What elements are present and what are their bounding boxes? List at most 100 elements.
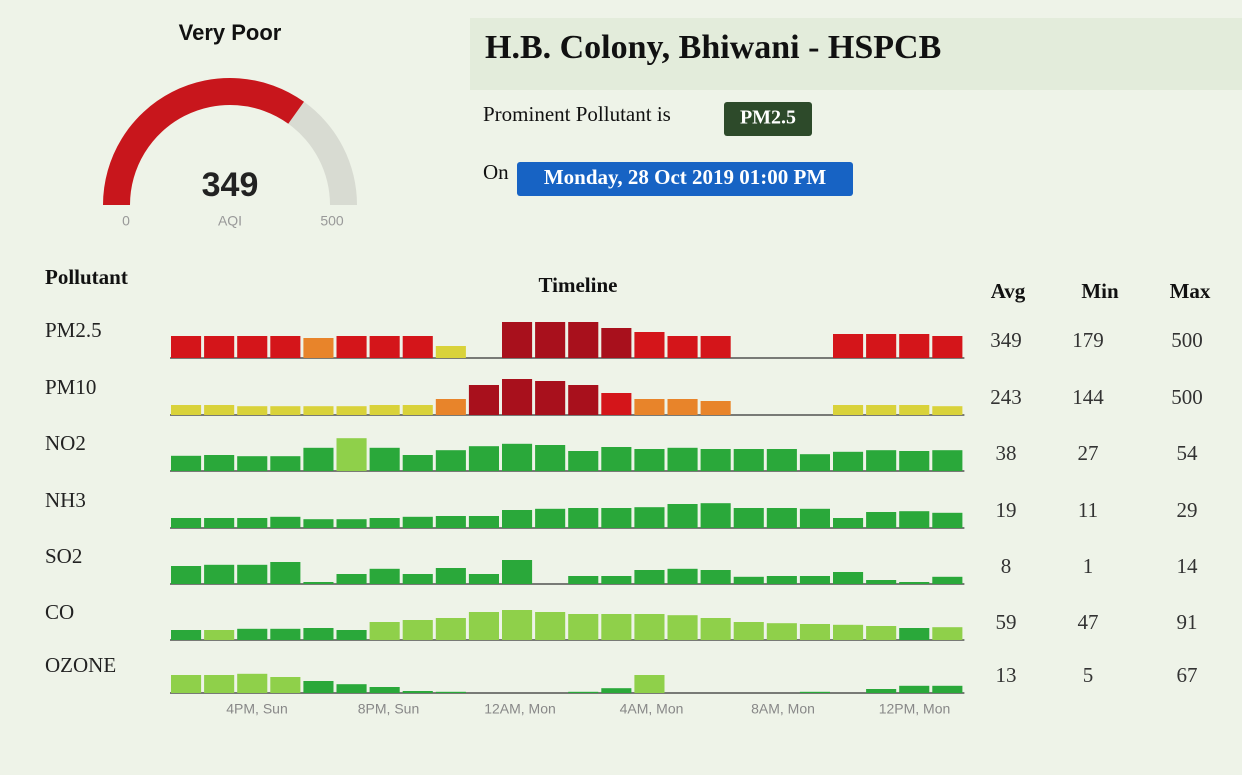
timeline-bar — [171, 630, 202, 640]
timeline-bar — [568, 614, 599, 640]
timeline-bar — [866, 689, 897, 693]
timeline-bar — [766, 623, 797, 640]
timeline-bar — [336, 519, 367, 528]
timeline-bar — [700, 449, 731, 471]
timeline-bar — [866, 334, 897, 358]
timeline-bar — [766, 449, 797, 471]
timeline-bar — [270, 628, 301, 640]
timeline-bar — [303, 681, 334, 693]
timeline-bar — [700, 503, 731, 528]
timeline-bar — [369, 687, 400, 693]
max: 14 — [1177, 554, 1199, 578]
timeline-bar — [932, 406, 963, 415]
timeline-bar — [171, 455, 202, 471]
gauge-min: 0 — [122, 213, 130, 229]
max: 29 — [1177, 498, 1198, 522]
timeline-bar — [667, 399, 698, 415]
timeline-bar — [435, 450, 466, 471]
timeline-bar — [667, 504, 698, 528]
timeline-bar — [866, 580, 897, 584]
timeline-bar — [833, 624, 864, 640]
avg: 38 — [996, 441, 1017, 465]
timeline-bar — [303, 519, 334, 528]
timeline-bar — [601, 508, 632, 528]
timeline-bar — [237, 456, 268, 471]
timeline-bar — [899, 451, 930, 471]
date: Monday, 28 Oct 2019 01:00 PM — [544, 165, 826, 189]
timeline-bar — [932, 576, 963, 584]
aqi-category: Very Poor — [179, 20, 282, 45]
timeline-bar — [369, 568, 400, 584]
timeline-bar — [634, 399, 665, 415]
aqi-value: 349 — [202, 166, 259, 204]
pollutant-name: OZONE — [45, 653, 116, 677]
col-min: Min — [1081, 279, 1119, 303]
col-pollutant: Pollutant — [45, 265, 128, 289]
pollutant-name: NH3 — [45, 488, 86, 512]
timeline-bar — [700, 336, 731, 358]
max: 500 — [1171, 385, 1203, 409]
timeline-bar — [700, 570, 731, 584]
timeline-bar — [435, 346, 466, 358]
timeline-bar — [766, 508, 797, 528]
timeline-bar — [932, 512, 963, 528]
timeline-bar — [237, 628, 268, 640]
timeline-bar — [369, 518, 400, 528]
timeline-bar — [402, 455, 433, 471]
timeline-bar — [634, 507, 665, 528]
timeline-bar — [369, 336, 400, 358]
timeline-bar — [899, 582, 930, 584]
timeline-bar — [932, 336, 963, 358]
timeline-bar — [435, 568, 466, 584]
timeline-bar — [568, 451, 599, 471]
min: 11 — [1078, 498, 1098, 522]
timeline-bar — [237, 564, 268, 584]
min: 27 — [1078, 441, 1099, 465]
pollutant-name: NO2 — [45, 431, 86, 455]
aqi-label: AQI — [218, 213, 242, 229]
timeline-bar — [435, 618, 466, 640]
timeline-bar — [502, 610, 533, 640]
timeline-bar — [833, 572, 864, 584]
timeline-bar — [799, 508, 830, 528]
timeline-bar — [535, 381, 566, 415]
timeline-bar — [601, 393, 632, 415]
timeline-bar — [833, 334, 864, 358]
timeline-bar — [899, 334, 930, 358]
timeline-bar — [270, 456, 301, 471]
col-avg: Avg — [991, 279, 1026, 303]
timeline-bar — [799, 576, 830, 584]
station-title: H.B. Colony, Bhiwani - HSPCB — [485, 29, 941, 66]
timeline-bar — [535, 445, 566, 471]
timeline-bar — [700, 618, 731, 640]
timeline-bar — [833, 451, 864, 471]
timeline-bar — [402, 574, 433, 584]
max: 54 — [1177, 441, 1199, 465]
timeline-bar — [733, 622, 764, 640]
min: 144 — [1072, 385, 1104, 409]
date-badge — [517, 162, 853, 196]
min: 5 — [1083, 663, 1094, 687]
pollutant-name: PM2.5 — [740, 107, 796, 129]
timeline-bar — [402, 620, 433, 640]
time-label: 8PM, Sun — [358, 701, 419, 717]
max: 500 — [1171, 328, 1203, 352]
timeline-bar — [237, 336, 268, 358]
timeline-bar — [468, 516, 499, 528]
timeline-bar — [468, 574, 499, 584]
timeline-bar — [502, 443, 533, 471]
timeline-bar — [204, 455, 235, 471]
avg: 349 — [990, 328, 1022, 352]
max: 67 — [1177, 663, 1198, 687]
timeline-bar — [402, 691, 433, 693]
timeline-bar — [204, 336, 235, 358]
timeline-bar — [535, 508, 566, 528]
timeline-bar — [601, 614, 632, 640]
timeline-bar — [369, 622, 400, 640]
avg: 243 — [990, 385, 1022, 409]
gauge-max: 500 — [320, 213, 344, 229]
col-max: Max — [1170, 279, 1211, 303]
timeline-bar — [303, 406, 334, 415]
time-label: 8AM, Mon — [751, 701, 815, 717]
